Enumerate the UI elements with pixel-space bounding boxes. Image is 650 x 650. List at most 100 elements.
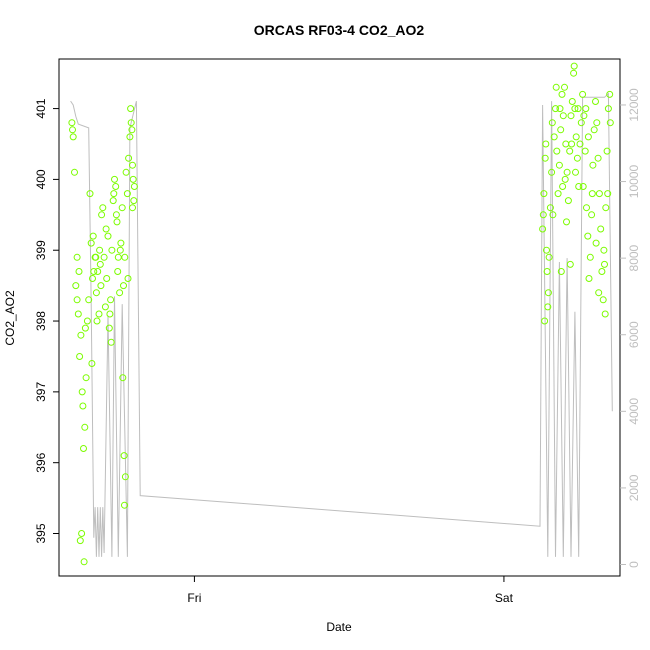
data-point xyxy=(601,260,608,268)
data-point xyxy=(73,253,81,261)
y2-tick-label: 12000 xyxy=(627,88,641,122)
data-point xyxy=(602,204,610,212)
data-point xyxy=(600,246,608,254)
data-point xyxy=(69,133,77,141)
data-point xyxy=(579,90,587,98)
data-point xyxy=(546,204,554,212)
data-point xyxy=(117,239,125,247)
data-point xyxy=(96,246,104,254)
data-point xyxy=(130,183,138,190)
data-point xyxy=(122,168,130,176)
data-point xyxy=(68,119,76,127)
y-tick-label: 400 xyxy=(34,169,48,189)
data-point xyxy=(542,140,550,148)
data-point xyxy=(579,183,587,190)
y-tick-label: 398 xyxy=(34,311,48,331)
data-point xyxy=(79,402,87,410)
data-point xyxy=(99,204,107,212)
y2-tick-label: 4000 xyxy=(627,398,641,425)
data-point xyxy=(125,154,133,162)
data-point xyxy=(88,360,96,367)
data-point xyxy=(102,225,110,233)
data-point xyxy=(129,175,137,183)
data-point xyxy=(558,90,566,98)
data-point xyxy=(77,331,85,339)
data-point xyxy=(112,211,120,219)
data-point xyxy=(73,296,81,304)
data-point xyxy=(81,324,89,332)
data-point xyxy=(114,253,122,261)
data-point xyxy=(539,225,547,233)
data-point xyxy=(129,204,136,212)
data-point xyxy=(109,197,117,205)
data-point xyxy=(105,324,113,332)
data-point xyxy=(571,105,579,113)
data-point xyxy=(557,126,565,134)
data-point xyxy=(543,268,551,275)
y2-tick-label: 2000 xyxy=(627,474,641,501)
data-point xyxy=(110,190,118,198)
data-point xyxy=(96,260,104,268)
data-point xyxy=(577,119,585,127)
data-point xyxy=(595,190,603,198)
data-point xyxy=(588,190,596,198)
plot-frame xyxy=(58,58,621,577)
data-point xyxy=(568,98,576,105)
data-point xyxy=(85,296,93,304)
data-point xyxy=(113,218,121,226)
data-point xyxy=(573,154,581,162)
y-axis-right: 0 2000 4000 6000 8000 10000 12000 xyxy=(620,88,641,568)
y-tick-label: 397 xyxy=(34,382,48,402)
data-point xyxy=(71,168,78,176)
data-point xyxy=(121,253,129,261)
data-point xyxy=(121,501,128,509)
data-point xyxy=(548,168,556,176)
y-tick-label: 396 xyxy=(34,452,48,472)
data-point xyxy=(74,310,82,318)
data-point xyxy=(597,225,605,233)
data-point xyxy=(116,246,124,254)
data-point xyxy=(604,190,612,198)
data-point xyxy=(80,558,88,566)
chart-title: ORCAS RF03-4 CO2_AO2 xyxy=(254,22,425,38)
data-point xyxy=(76,353,84,360)
data-point xyxy=(116,289,124,297)
data-point xyxy=(72,282,80,290)
data-point xyxy=(97,282,105,290)
data-point xyxy=(557,268,565,275)
data-point xyxy=(83,317,91,325)
data-point xyxy=(592,239,600,247)
data-point xyxy=(69,126,76,134)
data-point xyxy=(100,253,108,261)
data-point xyxy=(601,310,609,318)
data-point xyxy=(559,183,567,190)
data-point xyxy=(93,317,101,325)
data-point xyxy=(563,218,570,226)
data-point xyxy=(595,289,603,297)
data-point xyxy=(118,204,126,212)
data-point xyxy=(120,452,128,460)
data-point xyxy=(104,232,112,240)
series-line-layer xyxy=(70,92,613,557)
x-axis-label: Date xyxy=(326,620,352,634)
data-point xyxy=(80,445,87,452)
data-point xyxy=(130,197,138,205)
data-point xyxy=(580,112,588,120)
data-point xyxy=(90,268,98,275)
data-point xyxy=(544,303,552,311)
data-point xyxy=(606,90,614,98)
data-point xyxy=(568,140,576,148)
data-point xyxy=(552,105,559,113)
x-tick-label: Fri xyxy=(187,591,201,605)
data-point xyxy=(123,190,131,198)
data-point xyxy=(586,253,594,261)
y-tick-label: 401 xyxy=(34,98,48,118)
data-point xyxy=(106,310,114,318)
y-tick-label: 395 xyxy=(34,523,48,543)
data-point xyxy=(561,175,569,183)
data-point xyxy=(570,69,578,77)
data-point xyxy=(120,282,127,290)
data-point xyxy=(567,112,575,120)
data-point xyxy=(544,289,552,297)
